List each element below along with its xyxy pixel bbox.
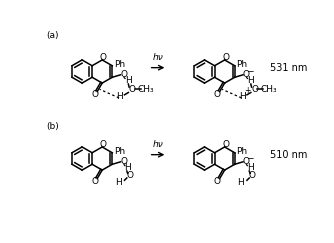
Text: H: H bbox=[239, 92, 245, 101]
Text: 531 nm: 531 nm bbox=[270, 63, 307, 73]
Text: −: − bbox=[246, 66, 254, 75]
Text: O: O bbox=[214, 177, 221, 186]
Text: O: O bbox=[120, 156, 127, 165]
Text: O: O bbox=[92, 177, 99, 186]
Text: O: O bbox=[222, 140, 229, 149]
Text: Ph: Ph bbox=[114, 60, 125, 69]
Text: +: + bbox=[244, 86, 251, 95]
Text: H: H bbox=[237, 178, 244, 187]
Text: hν: hν bbox=[153, 140, 163, 149]
Text: O: O bbox=[251, 85, 258, 94]
Text: H: H bbox=[246, 164, 254, 173]
Text: Ph: Ph bbox=[236, 60, 247, 69]
Text: (b): (b) bbox=[46, 122, 59, 131]
Text: 510 nm: 510 nm bbox=[270, 150, 307, 160]
Text: CH₃: CH₃ bbox=[260, 85, 277, 94]
Text: (a): (a) bbox=[46, 32, 59, 41]
Text: O: O bbox=[214, 90, 221, 99]
Text: O: O bbox=[243, 69, 249, 78]
Text: O: O bbox=[249, 171, 256, 180]
Text: −: − bbox=[246, 154, 254, 163]
Text: O: O bbox=[92, 90, 99, 99]
Text: O: O bbox=[129, 85, 136, 94]
Text: O: O bbox=[222, 53, 229, 62]
Text: H: H bbox=[115, 178, 122, 187]
Text: O: O bbox=[100, 140, 107, 149]
Text: H: H bbox=[247, 77, 254, 86]
Text: Ph: Ph bbox=[236, 147, 247, 156]
Text: H: H bbox=[117, 92, 123, 101]
Text: H: H bbox=[124, 164, 131, 173]
Text: O: O bbox=[243, 156, 249, 165]
Text: hν: hν bbox=[153, 53, 163, 62]
Text: H: H bbox=[125, 77, 132, 86]
Text: CH₃: CH₃ bbox=[138, 85, 155, 94]
Text: O: O bbox=[100, 53, 107, 62]
Text: Ph: Ph bbox=[114, 147, 125, 156]
Text: O: O bbox=[126, 171, 133, 180]
Text: O: O bbox=[120, 69, 127, 78]
